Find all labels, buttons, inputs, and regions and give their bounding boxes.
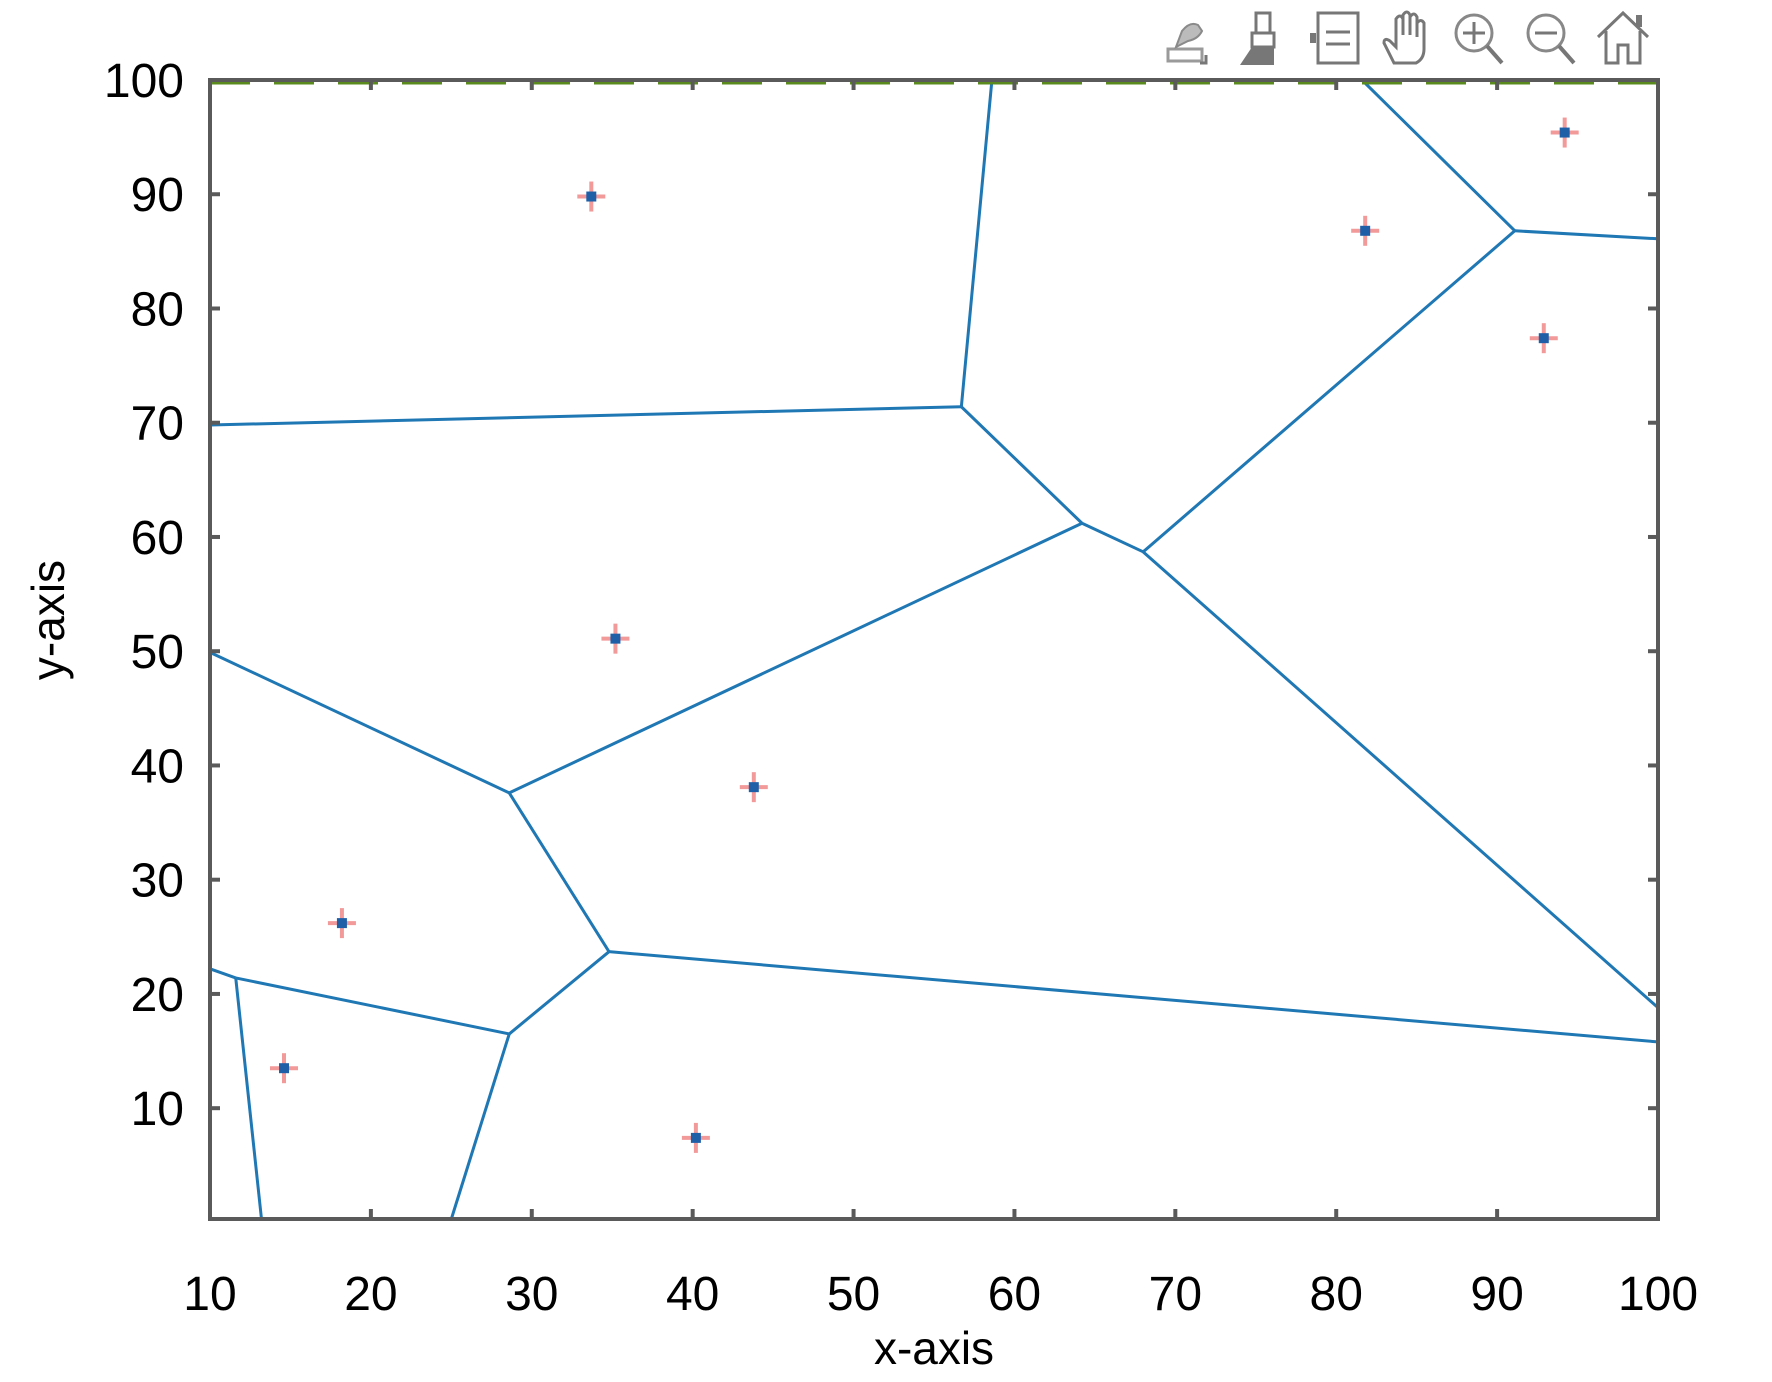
export-button[interactable] xyxy=(1160,7,1222,69)
x-tick-label: 70 xyxy=(1149,1268,1202,1321)
x-axis-label: x-axis xyxy=(874,1322,994,1374)
y-tick-label: 50 xyxy=(131,626,184,679)
voronoi-edge xyxy=(209,967,237,980)
axes-box xyxy=(208,78,1660,1221)
voronoi-edge xyxy=(959,79,994,407)
voronoi-edge xyxy=(508,521,1083,795)
y-tick-label: 90 xyxy=(131,169,184,222)
datatip-button[interactable] xyxy=(1304,7,1366,69)
x-tick-label: 100 xyxy=(1618,1268,1698,1321)
y-tick-label: 100 xyxy=(104,55,184,108)
site-point xyxy=(601,623,630,654)
x-tick-label: 90 xyxy=(1470,1268,1523,1321)
voronoi-edge xyxy=(507,792,611,953)
x-tick-label: 40 xyxy=(666,1268,719,1321)
x-tick-label: 50 xyxy=(827,1268,880,1321)
y-tick-label: 40 xyxy=(131,740,184,793)
x-tick-label: 30 xyxy=(505,1268,558,1321)
x-tick-label: 20 xyxy=(344,1268,397,1321)
zoom-in-icon xyxy=(1454,13,1504,65)
x-tick-label: 60 xyxy=(988,1268,1041,1321)
voronoi-edge xyxy=(1142,229,1516,553)
datatip-icon xyxy=(1310,11,1360,65)
site-point xyxy=(1351,215,1380,246)
pan-icon xyxy=(1382,10,1426,65)
zoom-out-icon xyxy=(1526,13,1576,65)
voronoi-edge xyxy=(1142,550,1659,1009)
voronoi-edge xyxy=(960,405,1084,525)
voronoi-edge xyxy=(508,950,610,1036)
y-tick-label: 70 xyxy=(131,398,184,451)
site-point xyxy=(1529,323,1558,354)
y-tick-label: 60 xyxy=(131,512,184,565)
voronoi-edge xyxy=(209,405,962,427)
voronoi-edge xyxy=(235,976,510,1036)
y-tick-label: 20 xyxy=(131,969,184,1022)
home-button[interactable] xyxy=(1592,7,1654,69)
x-tick-label: 10 xyxy=(183,1268,236,1321)
voronoi-edge xyxy=(449,1033,511,1220)
site-point xyxy=(270,1053,299,1084)
export-icon xyxy=(1166,22,1208,65)
y-axis-label: y-axis xyxy=(22,560,74,680)
brush-button[interactable] xyxy=(1232,7,1294,69)
brush-icon xyxy=(1240,11,1276,65)
y-tick-label: 10 xyxy=(131,1083,184,1136)
site-point xyxy=(681,1122,710,1153)
voronoi-edges xyxy=(209,78,1659,1220)
pan-button[interactable] xyxy=(1376,7,1438,69)
site-point xyxy=(1550,117,1579,148)
voronoi-edge xyxy=(1081,521,1144,554)
home-icon xyxy=(1596,10,1650,65)
voronoi-edge xyxy=(209,650,510,795)
y-tick-label: 30 xyxy=(131,855,184,908)
site-point xyxy=(739,772,768,803)
y-tick-label: 80 xyxy=(131,283,184,336)
axes-toolbar xyxy=(1160,6,1654,70)
zoom-out-button[interactable] xyxy=(1520,7,1582,69)
voronoi-edge xyxy=(1514,229,1659,241)
voronoi-edge xyxy=(608,950,1659,1044)
y-axis-ticks: 10 20 30 40 50 60 70 80 90 100 xyxy=(104,55,1658,1136)
site-point xyxy=(577,181,606,212)
voronoi-edge xyxy=(1360,78,1516,232)
zoom-in-button[interactable] xyxy=(1448,7,1510,69)
x-axis-ticks: 10 20 30 40 50 60 70 80 90 100 xyxy=(183,80,1698,1321)
site-point xyxy=(327,908,356,939)
voronoi-edge xyxy=(234,977,263,1220)
site-points xyxy=(270,117,1579,1153)
x-tick-label: 80 xyxy=(1310,1268,1363,1321)
